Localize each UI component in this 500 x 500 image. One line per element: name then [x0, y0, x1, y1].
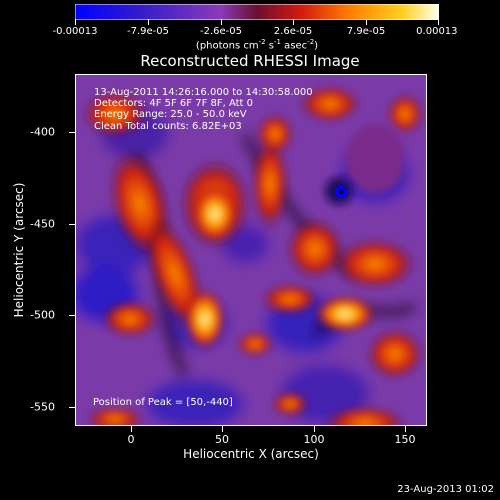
x-tick [314, 426, 315, 432]
x-tick-label: 50 [215, 433, 229, 446]
x-tick-label: 150 [394, 433, 416, 446]
colorbar-tick-label: -2.6e-05 [200, 26, 242, 37]
x-tick [222, 426, 223, 432]
detectors-text: Detectors: 4F 5F 6F 7F 8F, Att 0 [94, 98, 254, 109]
x-tick [405, 426, 406, 432]
clean-counts-text: Clean Total counts: 6.82E+03 [94, 121, 242, 132]
colorbar-tick-label: -7.9e-05 [127, 26, 169, 37]
y-tick [69, 224, 75, 225]
y-tick-label: -550 [30, 400, 55, 414]
colorbar [75, 4, 439, 20]
x-tick-label: 100 [303, 433, 325, 446]
y-tick-label: -450 [30, 217, 55, 231]
colorbar-tick-label: 7.9e-05 [346, 26, 386, 37]
colorbar-tick-label: 2.6e-05 [273, 26, 313, 37]
timestamp-footer: 23-Aug-2013 01:02 [397, 484, 494, 495]
colorbar-ticks [75, 19, 439, 26]
rhessi-image [75, 74, 427, 426]
y-tick-label: -500 [30, 308, 55, 322]
y-tick [69, 407, 75, 408]
x-axis-label: Heliocentric X (arcsec) [183, 447, 319, 461]
x-tick-label: 0 [127, 433, 135, 446]
y-axis-label: Heliocentric Y (arcsec) [12, 182, 26, 318]
colorbar-tick-label: -0.00013 [52, 26, 98, 37]
colorbar-units: (photons cm-2 s-1 asec-2) [195, 38, 319, 52]
time-range-text: 13-Aug-2011 14:26:16.000 to 14:30:58.000 [94, 87, 313, 98]
y-tick-label: -400 [30, 125, 55, 139]
plot-frame [75, 74, 427, 426]
x-tick [131, 426, 132, 432]
energy-range-text: Energy Range: 25.0 - 50.0 keV [94, 109, 247, 120]
colorbar-tick-label: 0.00013 [416, 26, 458, 37]
peak-position-text: Position of Peak = [50,-440] [93, 397, 233, 408]
y-tick [69, 315, 75, 316]
y-tick [69, 132, 75, 133]
plot-title: Reconstructed RHESSI Image [140, 52, 360, 70]
